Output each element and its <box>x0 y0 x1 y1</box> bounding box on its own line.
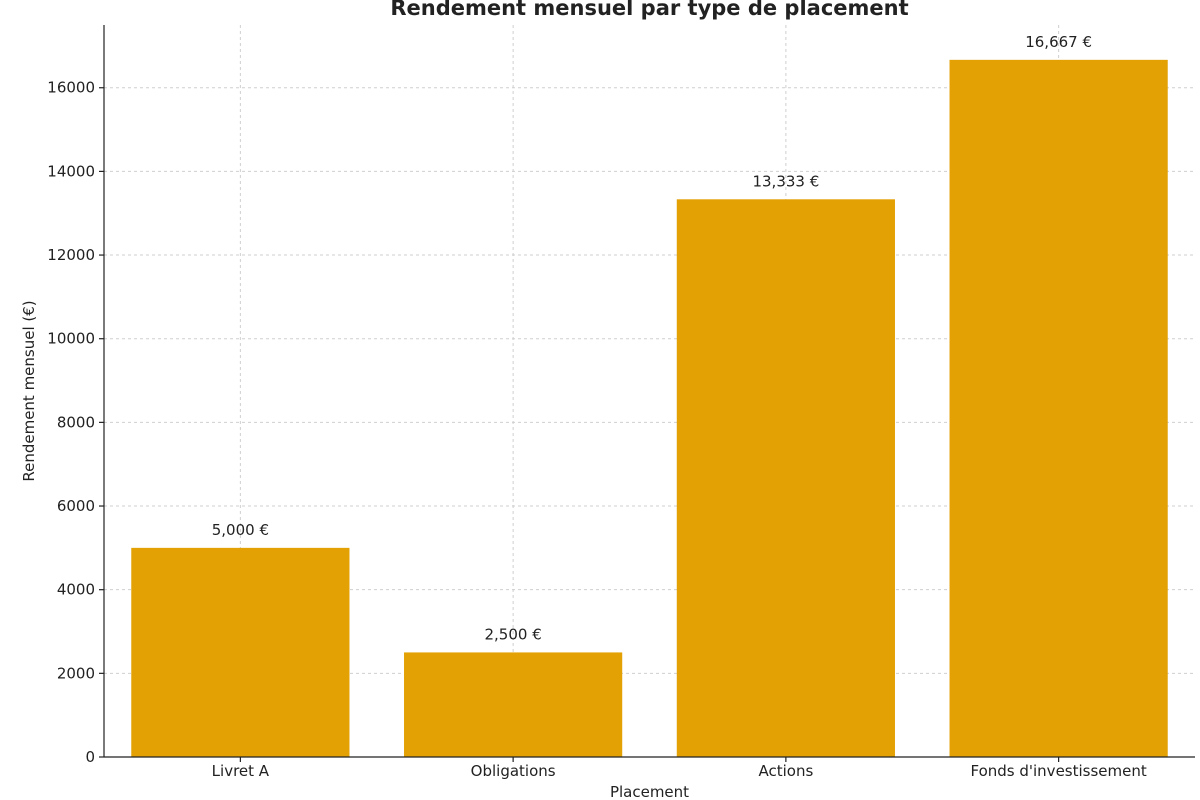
axes-layer <box>103 25 1195 758</box>
chart-title: Rendement mensuel par type de placement <box>390 0 908 20</box>
bars-layer <box>131 59 1168 757</box>
y-tick-labels: 0 2000 4000 6000 8000 10000 12000 14000 16000 <box>47 79 104 766</box>
y-tick-label: 8000 <box>57 413 95 431</box>
y-tick-label: 2000 <box>57 664 95 682</box>
y-tick-label: 16000 <box>47 79 95 97</box>
y-tick-label: 0 <box>85 748 95 766</box>
y-tick-label: 14000 <box>47 162 95 180</box>
y-axis-title: Rendement mensuel (€) <box>20 300 38 481</box>
y-tick-label: 12000 <box>47 246 95 264</box>
y-tick-label: 4000 <box>57 581 95 599</box>
bar-value-label: 13,333 € <box>752 172 819 190</box>
y-tick-label: 6000 <box>57 497 95 515</box>
x-tick-label: Livret A <box>212 762 270 780</box>
y-tick-label: 10000 <box>47 330 95 348</box>
bar-value-label: 5,000 € <box>212 521 269 539</box>
bar <box>949 59 1168 757</box>
bar-value-label: 16,667 € <box>1025 33 1092 51</box>
bar <box>404 652 623 757</box>
bar-value-label: 2,500 € <box>484 625 541 643</box>
x-axis-title: Placement <box>610 783 689 800</box>
bar <box>676 199 895 757</box>
x-tick-label: Fonds d'investissement <box>970 762 1146 780</box>
data-labels: 5,000 € 2,500 € 13,333 € 16,667 € <box>212 33 1092 644</box>
x-tick-label: Obligations <box>471 762 556 780</box>
bar <box>131 547 350 757</box>
x-tick-label: Actions <box>758 762 813 780</box>
x-tick-labels: Livret A Obligations Actions Fonds d'invest… <box>212 757 1147 780</box>
